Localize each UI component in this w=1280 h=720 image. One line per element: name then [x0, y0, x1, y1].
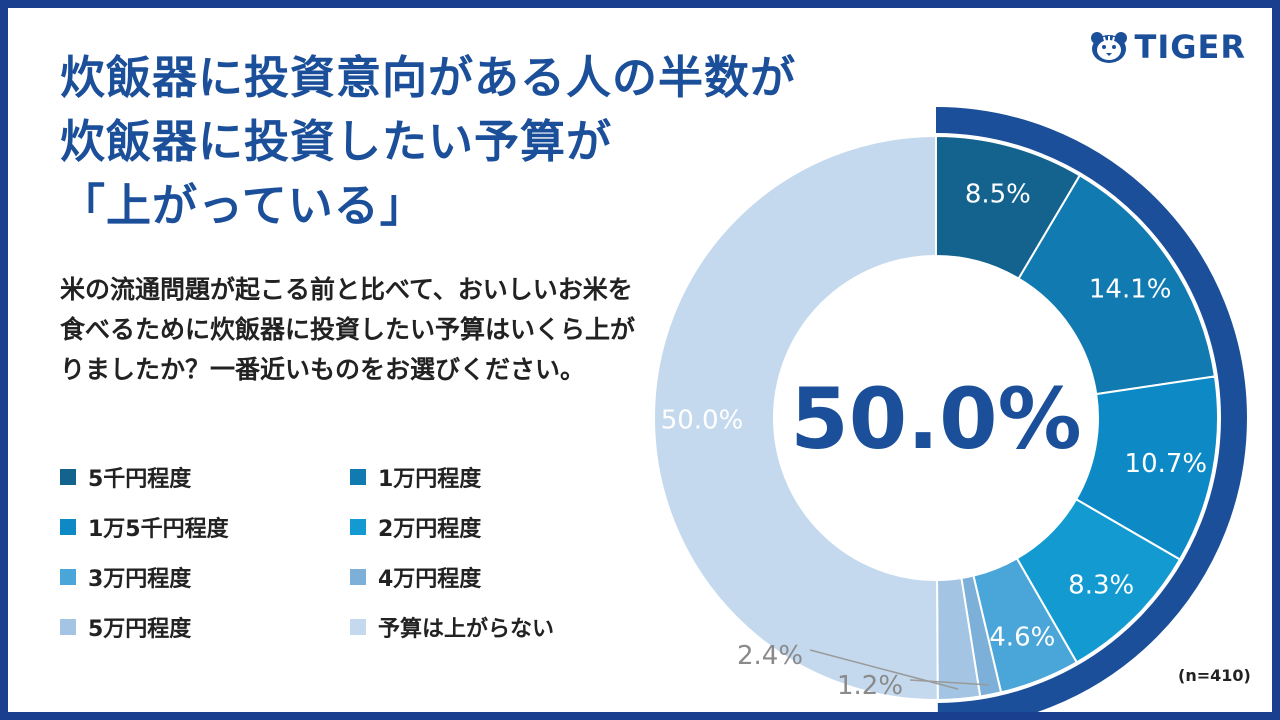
slide: 炊飯器に投資意向がある人の半数が 炊飯器に投資したい予算が 「上がっている」 米…: [8, 8, 1272, 712]
logo-text: TIGER: [1134, 28, 1246, 66]
legend-label: 1万5千円程度: [88, 516, 229, 542]
legend-label: 2万円程度: [378, 516, 482, 542]
donut-slice: [652, 134, 939, 701]
highlight-arc: [935, 107, 1247, 712]
legend-swatch: [60, 568, 76, 585]
slice-label: 14.1%: [1089, 274, 1172, 304]
title-line-3: 「上がっている」: [60, 179, 426, 232]
leader-line: [809, 649, 959, 690]
sample-size: (n=410): [1178, 666, 1251, 685]
chart-legend: 5千円程度 1万円程度 1万5千円程度 2万円程度 3万円程度 4万円程度 5万…: [60, 460, 620, 643]
slice-label: 50.0%: [661, 406, 744, 436]
legend-item: 4万円程度: [350, 560, 620, 593]
center-value: 50.0%: [790, 370, 1081, 468]
slice-label: 2.4%: [737, 641, 803, 671]
legend-swatch: [60, 468, 76, 485]
legend-label: 1万円程度: [378, 466, 482, 492]
legend-swatch: [60, 518, 76, 535]
legend-item: 1万5千円程度: [60, 510, 350, 543]
donut-chart: 8.5% 14.1% 10.7% 8.3% 4.6% 1.2% 2.4% 50.0% 50.0%: [652, 107, 1247, 712]
tiger-logo: TIGER: [1089, 28, 1247, 66]
legend-label: 予算は上がらない: [378, 616, 555, 642]
title-line-1: 炊飯器に投資意向がある人の半数が: [60, 51, 797, 104]
survey-question: 米の流通問題が起こる前と比べて、おいしいお米を食べるために炊飯器に投資したい予算…: [60, 275, 636, 384]
legend-label: 3万円程度: [88, 566, 192, 592]
leader-line: [909, 679, 989, 686]
slice-label: 1.2%: [837, 671, 903, 701]
legend-item: 3万円程度: [60, 560, 350, 593]
legend-swatch: [350, 468, 366, 485]
slice-label: 10.7%: [1125, 449, 1208, 479]
legend-item: 5千円程度: [60, 460, 350, 493]
legend-swatch: [350, 618, 366, 635]
tiger-face-icon: [1090, 32, 1127, 63]
legend-swatch: [60, 618, 76, 635]
legend-item: 2万円程度: [350, 510, 620, 543]
legend-swatch: [350, 518, 366, 535]
legend-item: 5万円程度: [60, 610, 350, 643]
slice-label: 8.5%: [965, 179, 1031, 209]
legend-label: 5万円程度: [88, 616, 192, 642]
legend-label: 5千円程度: [88, 466, 192, 492]
slice-label: 8.3%: [1068, 571, 1134, 601]
legend-swatch: [350, 568, 366, 585]
page-title: 炊飯器に投資意向がある人の半数が 炊飯器に投資したい予算が 「上がっている」: [60, 46, 796, 238]
slice-label: 4.6%: [989, 623, 1055, 653]
legend-label: 4万円程度: [378, 566, 482, 592]
legend-item: 予算は上がらない: [350, 610, 620, 643]
legend-item: 1万円程度: [350, 460, 620, 493]
title-line-2: 炊飯器に投資したい予算が: [60, 115, 613, 168]
